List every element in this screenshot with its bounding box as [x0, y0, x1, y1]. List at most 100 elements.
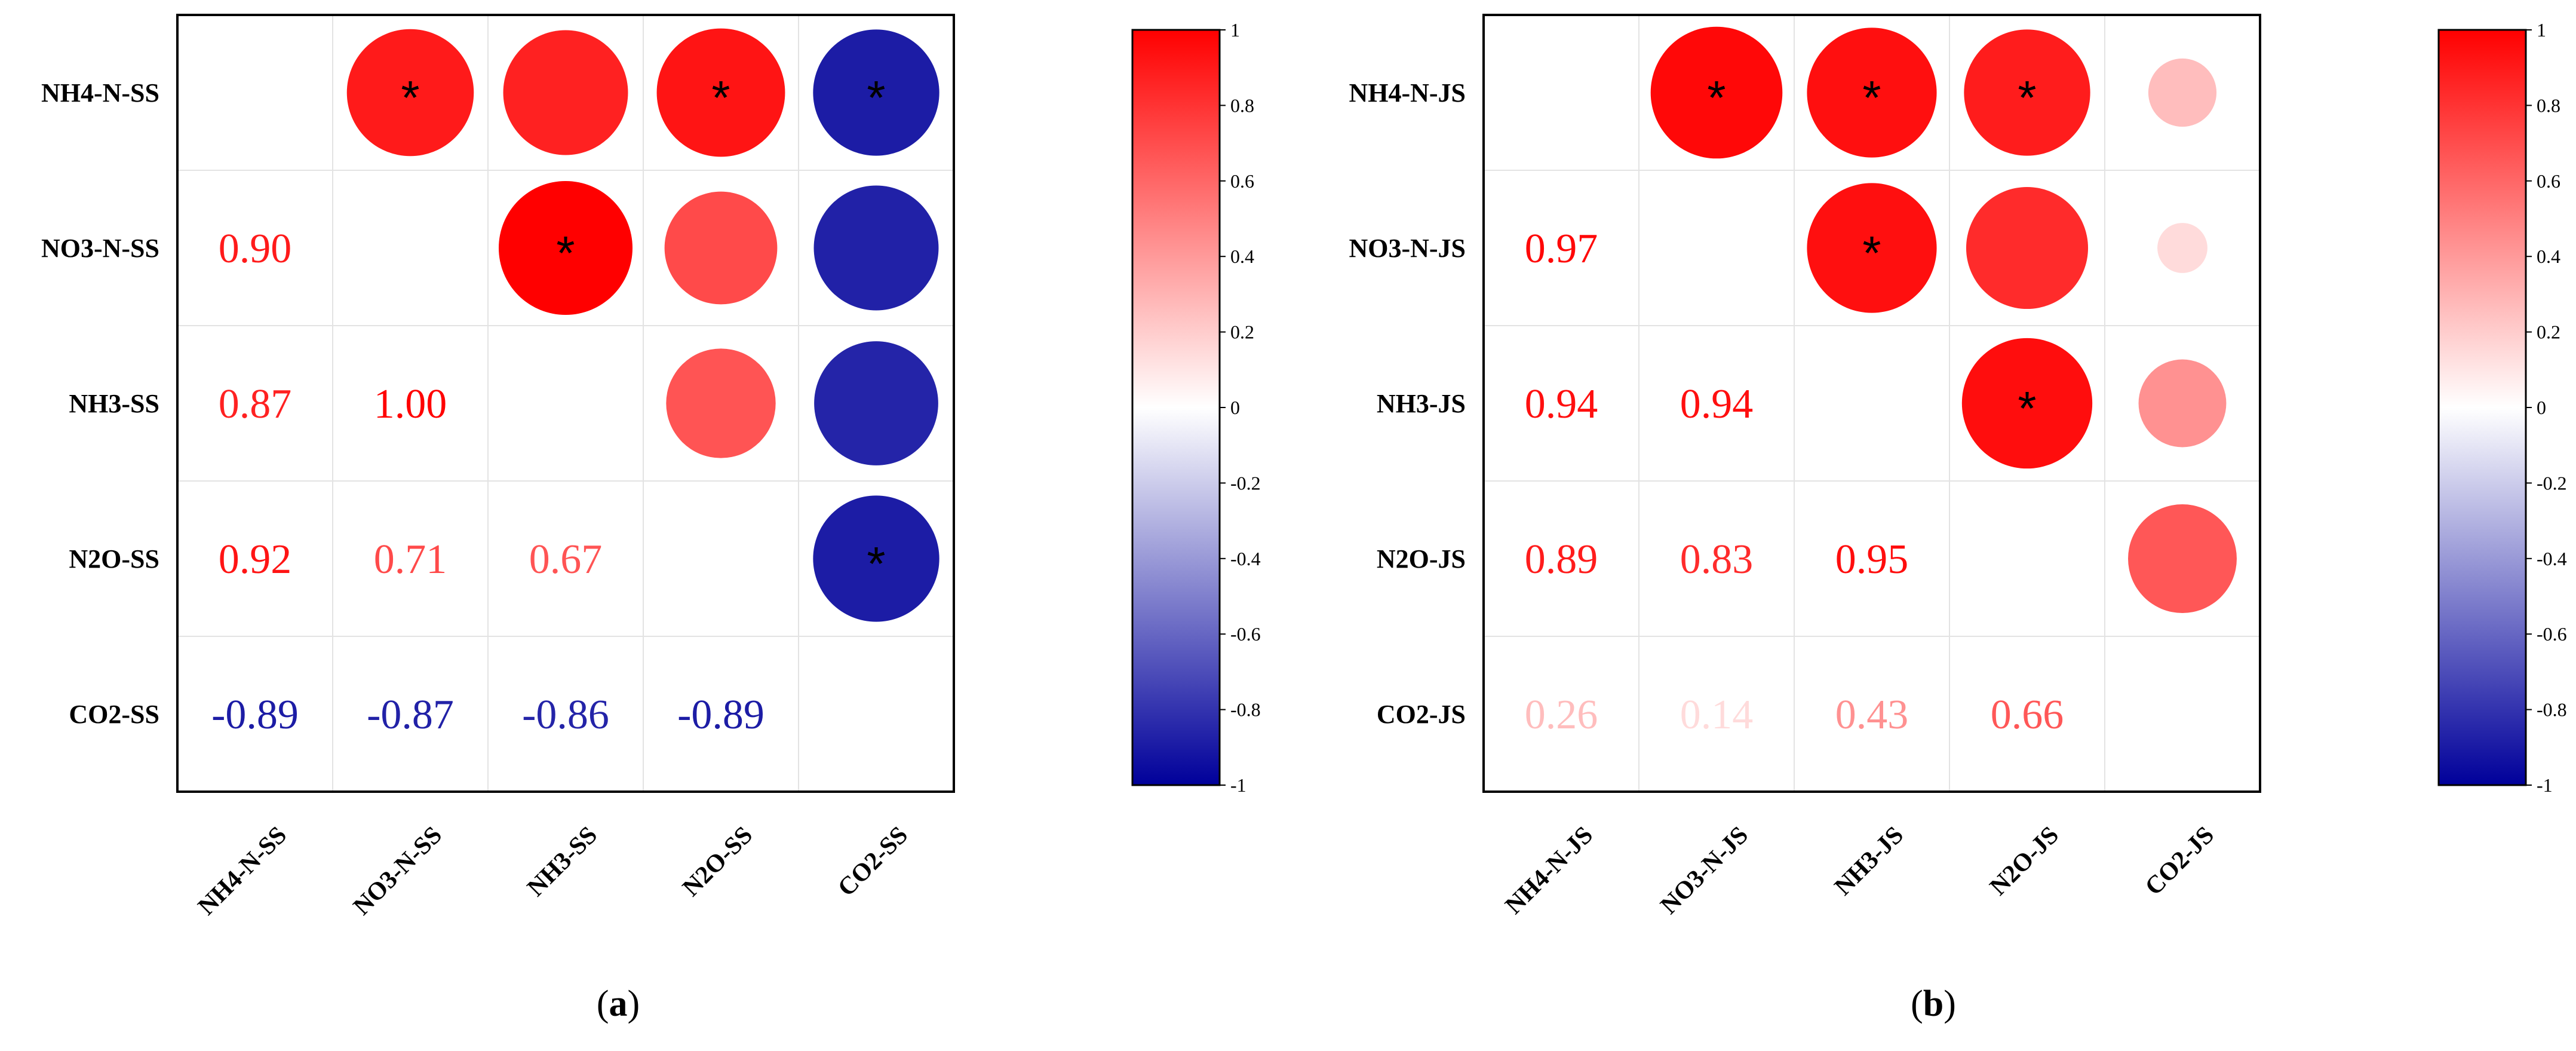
panel-label-close: ): [628, 983, 640, 1024]
correlation-circle: [1964, 29, 2090, 156]
correlation-circle: [1807, 183, 1937, 313]
correlation-circle: [813, 29, 939, 156]
column-label: CO2-JS: [2140, 822, 2219, 901]
colorbar-tick-label: -0.4: [2537, 548, 2567, 569]
coefficient-label: 0.94: [1525, 381, 1598, 427]
correlation-circle: [503, 30, 628, 155]
correlation-circle: [813, 495, 939, 622]
correlation-circle: [656, 28, 785, 157]
correlation-circle: [666, 348, 776, 458]
coefficient-label: 0.97: [1525, 226, 1598, 272]
colorbar-tick-label: 0: [2537, 397, 2546, 418]
significance-star: *: [2018, 71, 2036, 124]
correlation-circle: [1650, 26, 1783, 159]
correlation-circle: [1807, 27, 1937, 158]
colorbar: [1131, 29, 1221, 786]
panel-b: * * * * * 0.97 0.94 0.94 0.89 0.83 0.95 0.26 0.14 0.4…: [1349, 14, 2567, 1024]
colorbar-tick-label: 0.2: [1230, 321, 1254, 343]
coefficient-label: 0.71: [374, 537, 447, 583]
plot-frame: [176, 14, 955, 793]
colorbar-tick-label: 0.6: [2537, 170, 2560, 192]
colorbar-tick-label: 1: [1230, 19, 1240, 41]
colorbar-tick-label: -0.4: [1230, 548, 1261, 569]
coefficient-label: 0.95: [1835, 537, 1909, 583]
significance-star: *: [711, 71, 730, 124]
row-label: NH3-JS: [1377, 389, 1466, 418]
coefficient-label: 0.43: [1835, 692, 1909, 738]
plot-frame: [1482, 14, 2261, 793]
colorbar-tick-label: -0.8: [1230, 699, 1261, 721]
correlation-circle: [2138, 359, 2227, 448]
significance-star: *: [1707, 71, 1725, 124]
column-label: NH3-JS: [1829, 822, 1909, 901]
coefficient-label: 0.83: [1680, 537, 1754, 583]
panel-label-close: ): [1943, 983, 1956, 1024]
row-label: NH4-N-JS: [1349, 78, 1466, 108]
row-label: CO2-SS: [69, 700, 159, 729]
colorbar-tick-label: -0.6: [2537, 623, 2567, 645]
column-label: NH4-N-SS: [193, 822, 292, 921]
correlation-circle: [2157, 223, 2207, 273]
panel-label-open: (: [1911, 983, 1923, 1024]
colorbar-tick-label: -0.2: [2537, 472, 2567, 494]
colorbar-tick-label: -1: [2537, 774, 2553, 796]
panel-a: * * * * * 0.90 0.87 1.00 0.92 0.71 0.67 -0.89 -0.87 -…: [41, 14, 1261, 1024]
coefficient-label: -0.89: [677, 692, 764, 738]
significance-star: *: [867, 71, 885, 124]
colorbar-tick-label: -0.2: [1230, 472, 1261, 494]
significance-star: *: [867, 537, 885, 590]
significance-star: *: [1862, 226, 1881, 280]
row-label: NH4-N-SS: [41, 78, 159, 108]
panel-label: (b): [1911, 983, 1956, 1024]
coefficient-label: 0.14: [1680, 692, 1754, 738]
row-label: NO3-N-SS: [41, 234, 159, 263]
coefficient-label: 0.26: [1525, 692, 1598, 738]
colorbar-tick-label: 0.8: [2537, 94, 2560, 116]
row-label: CO2-JS: [1377, 700, 1466, 729]
row-label: N2O-SS: [69, 544, 159, 574]
row-label: N2O-JS: [1377, 544, 1466, 574]
coefficient-label: 0.90: [219, 226, 292, 272]
correlation-circle: [813, 185, 939, 311]
colorbar-tick-label: 1: [2537, 19, 2546, 41]
coefficient-label: 0.94: [1680, 381, 1754, 427]
column-label: NO3-N-JS: [1656, 822, 1754, 920]
coefficient-label: 1.00: [374, 381, 447, 427]
correlation-circle: [814, 341, 938, 465]
coefficient-label: 0.92: [219, 537, 292, 583]
coefficient-label: 0.87: [219, 381, 292, 427]
colorbar-tick-label: 0.2: [2537, 321, 2560, 343]
colorbar-tick-label: 0.4: [2537, 246, 2560, 267]
coefficient-label: -0.87: [367, 692, 454, 738]
correlation-circle: [2148, 58, 2217, 127]
correlation-circle: [346, 29, 474, 157]
column-label: N2O-SS: [677, 822, 758, 902]
coefficient-label: 0.66: [1991, 692, 2064, 738]
colorbar-tick-label: 0.6: [1230, 170, 1254, 192]
row-label: NH3-SS: [69, 389, 159, 418]
colorbar-tick-label: -1: [1230, 774, 1246, 796]
colorbar-tick-label: 0.4: [1230, 246, 1254, 267]
panel-label-letter: b: [1923, 983, 1943, 1024]
significance-star: *: [2018, 382, 2036, 435]
significance-star: *: [1862, 71, 1881, 124]
column-label: NO3-N-SS: [348, 822, 447, 921]
column-label: CO2-SS: [833, 822, 913, 902]
colorbar-tick-label: -0.8: [2537, 699, 2567, 721]
panel-label-open: (: [597, 983, 609, 1024]
coefficient-label: -0.89: [211, 692, 299, 738]
correlation-circle: [1961, 338, 2093, 469]
coefficient-label: 0.89: [1525, 537, 1598, 583]
correlation-circle: [2128, 504, 2237, 613]
coefficient-label: -0.86: [522, 692, 609, 738]
significance-star: *: [556, 226, 575, 280]
correlation-circle: [1966, 186, 2089, 310]
column-label: NH3-SS: [522, 822, 603, 902]
colorbar: [2437, 29, 2527, 786]
row-label: NO3-N-JS: [1349, 234, 1466, 263]
correlation-circle: [664, 191, 778, 305]
column-label: NH4-N-JS: [1500, 822, 1599, 920]
column-label: N2O-JS: [1985, 822, 2064, 901]
coefficient-label: 0.67: [529, 537, 603, 583]
